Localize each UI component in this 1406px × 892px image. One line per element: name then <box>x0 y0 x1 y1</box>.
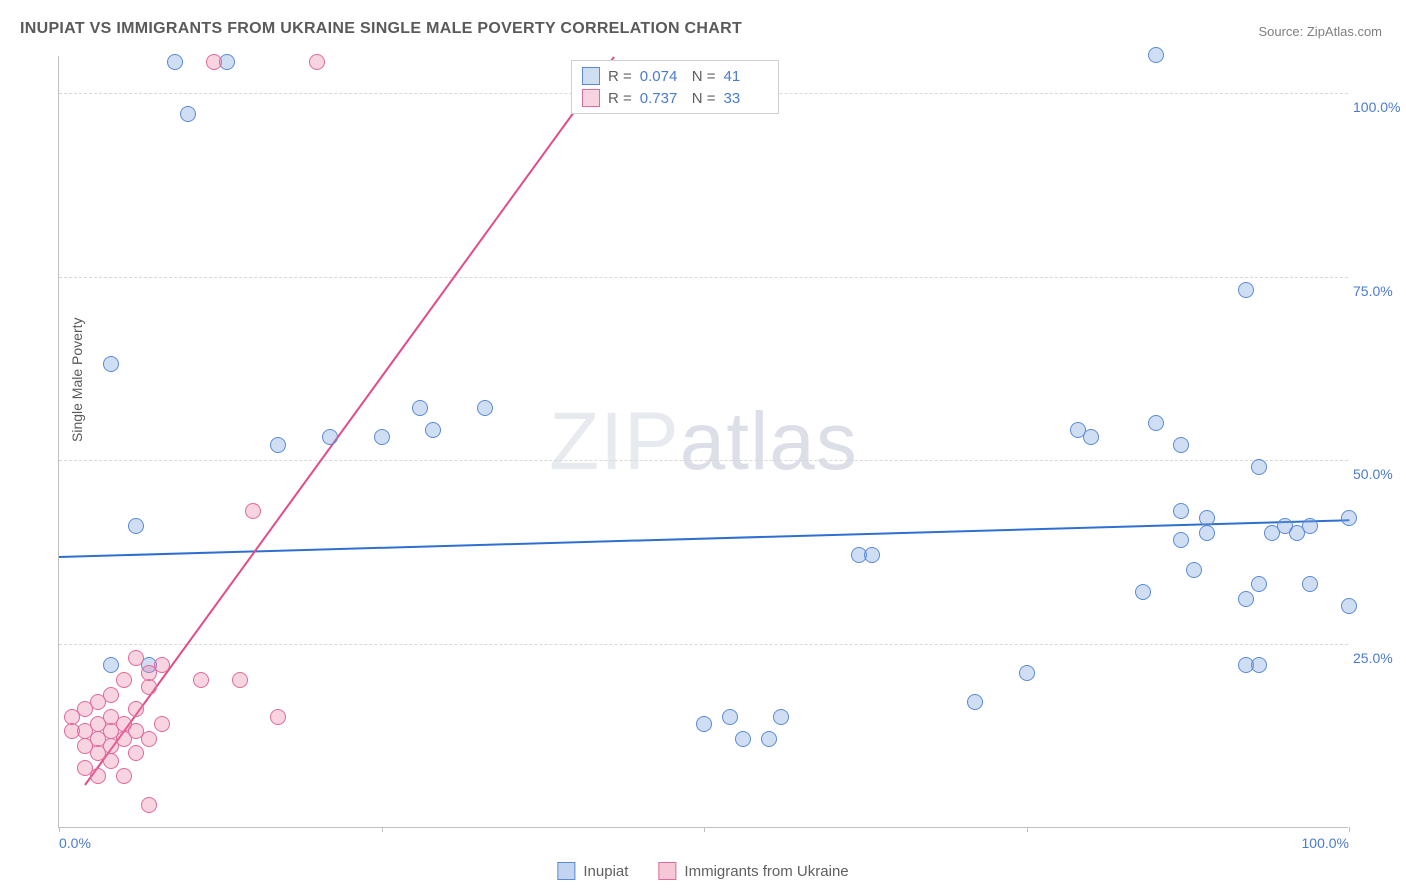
legend-item: Immigrants from Ukraine <box>658 862 848 880</box>
data-point <box>245 503 261 519</box>
data-point <box>1148 415 1164 431</box>
data-point <box>1083 429 1099 445</box>
data-point <box>128 745 144 761</box>
data-point <box>116 768 132 784</box>
data-point <box>1148 47 1164 63</box>
stat-label-r: R = <box>608 90 632 107</box>
data-point <box>90 768 106 784</box>
regression-line <box>84 56 615 785</box>
data-point <box>103 356 119 372</box>
stat-value-r: 0.737 <box>640 90 684 107</box>
chart-title: INUPIAT VS IMMIGRANTS FROM UKRAINE SINGL… <box>20 20 742 38</box>
data-point <box>103 687 119 703</box>
data-point <box>477 400 493 416</box>
bottom-legend: Inupiat Immigrants from Ukraine <box>557 862 848 880</box>
y-tick-label: 25.0% <box>1353 650 1406 666</box>
legend-label: Inupiat <box>583 863 628 880</box>
stat-value-r: 0.074 <box>640 68 684 85</box>
source-label: Source: ZipAtlas.com <box>1258 24 1382 39</box>
data-point <box>735 731 751 747</box>
y-tick-label: 100.0% <box>1353 99 1406 115</box>
data-point <box>374 429 390 445</box>
x-tick-mark <box>704 827 705 832</box>
x-tick-mark <box>1349 827 1350 832</box>
data-point <box>1019 665 1035 681</box>
legend-label: Immigrants from Ukraine <box>684 863 848 880</box>
data-point <box>322 429 338 445</box>
stat-value-n: 33 <box>724 90 768 107</box>
data-point <box>128 701 144 717</box>
data-point <box>773 709 789 725</box>
y-tick-label: 75.0% <box>1353 283 1406 299</box>
data-point <box>154 657 170 673</box>
data-point <box>1186 562 1202 578</box>
data-point <box>696 716 712 732</box>
data-point <box>722 709 738 725</box>
data-point <box>967 694 983 710</box>
legend-swatch <box>557 862 575 880</box>
data-point <box>154 716 170 732</box>
data-point <box>1199 510 1215 526</box>
gridline <box>59 277 1348 278</box>
x-tick-label: 0.0% <box>59 835 91 851</box>
data-point <box>270 437 286 453</box>
legend-swatch <box>582 89 600 107</box>
data-point <box>141 731 157 747</box>
data-point <box>412 400 428 416</box>
legend-item: Inupiat <box>557 862 628 880</box>
data-point <box>1251 576 1267 592</box>
data-point <box>1238 591 1254 607</box>
x-tick-label: 100.0% <box>1302 835 1349 851</box>
data-point <box>103 753 119 769</box>
stats-row: R = 0.074 N = 41 <box>582 65 768 87</box>
data-point <box>270 709 286 725</box>
gridline <box>59 644 1348 645</box>
stats-box: R = 0.074 N = 41 R = 0.737 N = 33 <box>571 60 779 114</box>
data-point <box>128 518 144 534</box>
x-tick-mark <box>382 827 383 832</box>
data-point <box>425 422 441 438</box>
data-point <box>128 650 144 666</box>
data-point <box>1302 518 1318 534</box>
y-axis-label: Single Male Poverty <box>69 317 85 442</box>
data-point <box>1135 584 1151 600</box>
legend-swatch <box>582 67 600 85</box>
data-point <box>1302 576 1318 592</box>
data-point <box>167 54 183 70</box>
stat-label-r: R = <box>608 68 632 85</box>
data-point <box>103 657 119 673</box>
legend-swatch <box>658 862 676 880</box>
data-point <box>1341 598 1357 614</box>
x-tick-mark <box>59 827 60 832</box>
data-point <box>1173 503 1189 519</box>
data-point <box>180 106 196 122</box>
data-point <box>1173 437 1189 453</box>
data-point <box>141 797 157 813</box>
watermark: ZIPatlas <box>549 395 858 489</box>
scatter-plot: ZIPatlas Single Male Poverty 25.0%50.0%7… <box>58 56 1348 828</box>
data-point <box>232 672 248 688</box>
data-point <box>206 54 222 70</box>
stat-label-n: N = <box>692 68 716 85</box>
data-point <box>761 731 777 747</box>
data-point <box>1341 510 1357 526</box>
data-point <box>1199 525 1215 541</box>
stats-row: R = 0.737 N = 33 <box>582 87 768 109</box>
data-point <box>116 672 132 688</box>
data-point <box>141 679 157 695</box>
data-point <box>864 547 880 563</box>
data-point <box>1238 282 1254 298</box>
x-tick-mark <box>1027 827 1028 832</box>
stat-value-n: 41 <box>724 68 768 85</box>
gridline <box>59 460 1348 461</box>
data-point <box>1251 459 1267 475</box>
data-point <box>1173 532 1189 548</box>
data-point <box>1251 657 1267 673</box>
stat-label-n: N = <box>692 90 716 107</box>
data-point <box>309 54 325 70</box>
y-tick-label: 50.0% <box>1353 466 1406 482</box>
data-point <box>193 672 209 688</box>
